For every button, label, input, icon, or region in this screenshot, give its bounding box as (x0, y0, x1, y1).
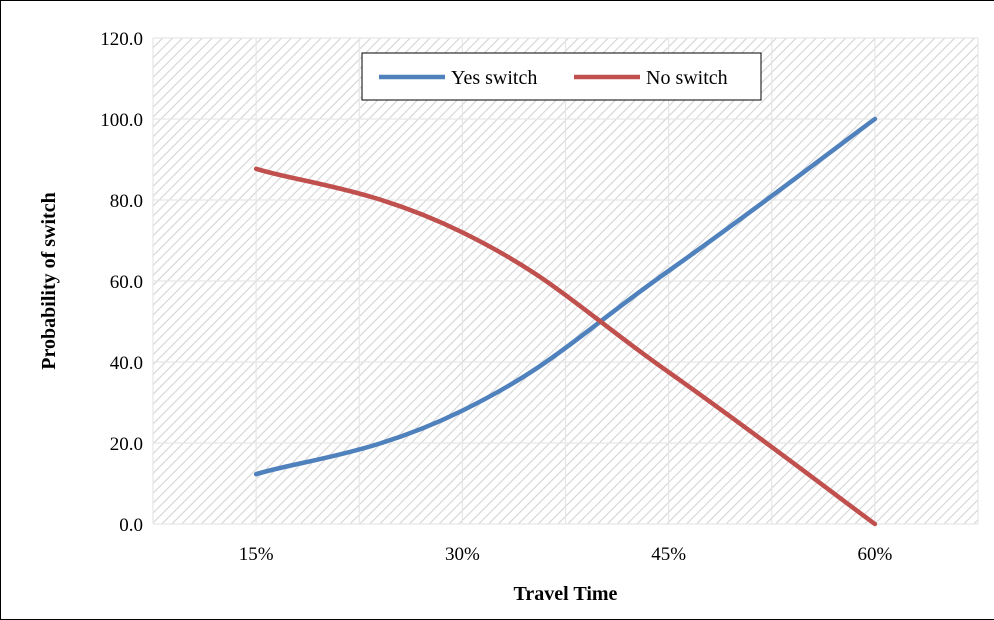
y-tick-label: 0.0 (119, 515, 143, 536)
series-line-no-switch (253, 166, 878, 527)
legend-label: Yes switch (451, 67, 537, 89)
x-tick-label: 45% (651, 544, 686, 565)
y-axis-title: Probability of switch (38, 192, 60, 369)
y-tick-label: 20.0 (110, 434, 143, 455)
x-tick-label: 15% (239, 544, 274, 565)
y-tick-label: 80.0 (110, 191, 143, 212)
y-axis-tick-labels: 0.0 20.0 40.0 60.0 80.0 100.0 120.0 (100, 29, 143, 536)
x-tick-label: 60% (857, 544, 892, 565)
y-tick-label: 40.0 (110, 353, 143, 374)
y-tick-label: 120.0 (100, 29, 143, 50)
legend-label: No switch (646, 67, 728, 89)
x-axis-tick-labels: 15% 30% 45% 60% (239, 544, 893, 565)
legend: Yes switch No switch (361, 52, 762, 101)
series-lines (253, 116, 878, 527)
series-line-yes-switch (253, 116, 878, 477)
x-axis-title: Travel Time (514, 583, 618, 605)
x-tick-label: 30% (445, 544, 480, 565)
horizontal-gridlines (153, 37, 978, 525)
y-tick-label: 100.0 (100, 110, 143, 131)
y-tick-label: 60.0 (110, 272, 143, 293)
